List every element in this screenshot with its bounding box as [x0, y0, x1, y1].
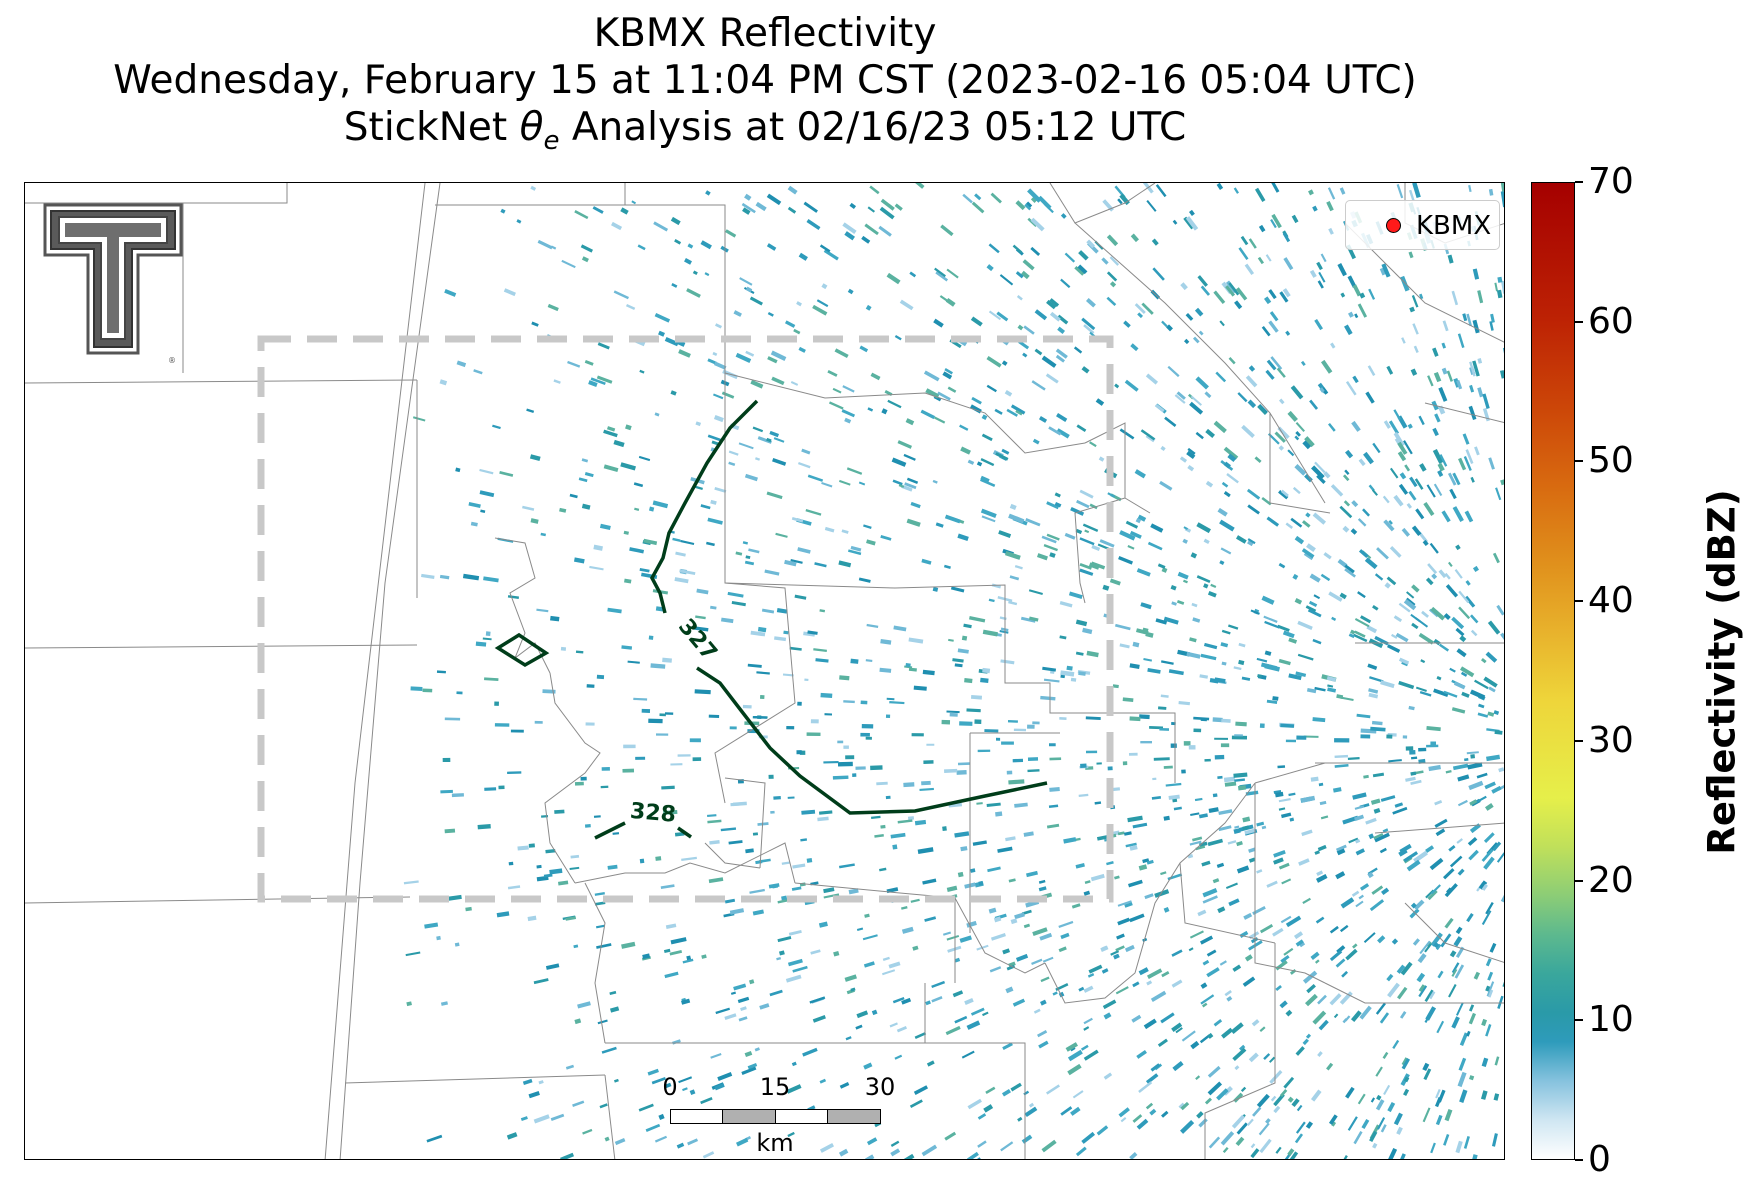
scalebar-tick-15: 15 — [759, 1073, 791, 1101]
colorbar-tick-mark — [1575, 739, 1583, 742]
colorbar-tick-label: 50 — [1588, 440, 1634, 482]
colorbar-tick-mark — [1575, 460, 1583, 463]
colorbar-tick-mark — [1575, 1159, 1583, 1161]
title-line-2: Wednesday, February 15 at 11:04 PM CST (… — [113, 58, 1417, 103]
scalebar-segment — [775, 1109, 828, 1124]
reflectivity-colorbar — [1531, 182, 1575, 1160]
theta-subscript: e — [543, 125, 560, 156]
colorbar-tick-label: 40 — [1588, 580, 1634, 622]
title-line-1: KBMX Reflectivity — [593, 11, 937, 56]
contour-label-328: 328 — [629, 799, 677, 828]
reflectivity-echo-layer — [403, 183, 1504, 1159]
scalebar-tick-0: 0 — [662, 1073, 678, 1101]
colorbar-tick-label: 20 — [1588, 859, 1634, 901]
colorbar-tick-label: 30 — [1588, 719, 1634, 761]
scalebar-segment — [722, 1109, 776, 1124]
theta-e-contours: 327 328 — [494, 399, 1048, 840]
colorbar-tick-mark — [1575, 181, 1583, 183]
colorbar-tick-label: 0 — [1588, 1139, 1611, 1180]
title-line-3: StickNet θe Analysis at 02/16/23 05:12 U… — [0, 104, 1530, 165]
colorbar-tick-label: 70 — [1588, 161, 1634, 202]
scalebar-tick-30: 30 — [864, 1073, 896, 1101]
colorbar-title: Reflectivity (dBZ) — [1700, 489, 1743, 855]
colorbar-tick-label: 10 — [1588, 999, 1634, 1041]
map-legend: KBMX — [1345, 200, 1500, 250]
scalebar-unit: km — [756, 1129, 794, 1157]
county-boundaries — [25, 183, 1504, 1159]
distance-scalebar: 0 15 30 km — [645, 1073, 905, 1157]
colorbar-tick-mark — [1575, 600, 1583, 603]
svg-text:®: ® — [168, 356, 176, 365]
colorbar-tick-mark — [1575, 1019, 1583, 1022]
legend-station-label: KBMX — [1416, 211, 1492, 241]
analysis-domain-box — [257, 335, 1114, 903]
map-canvas: 327 328 — [25, 183, 1504, 1159]
scalebar-segment — [827, 1109, 881, 1124]
contour-328-line-right — [677, 826, 692, 839]
colorbar-tick-label: 60 — [1588, 300, 1634, 342]
contour-label-327: 327 — [673, 614, 722, 665]
contour-328-diamond — [494, 632, 550, 668]
contour-327-line — [650, 399, 759, 614]
colorbar-tick-mark — [1575, 320, 1583, 323]
contour-327-line-lower — [696, 666, 1048, 815]
radar-map[interactable]: 327 328 ® KBMX 0 15 30 km — [24, 182, 1505, 1160]
colorbar-tick-mark — [1575, 879, 1583, 882]
title-line-3-suffix: Analysis at 02/16/23 05:12 UTC — [559, 105, 1187, 150]
theta-symbol: θ — [519, 105, 544, 150]
kbmx-radar-marker-icon — [1386, 218, 1401, 233]
contour-328-line — [594, 821, 626, 840]
title-line-3-prefix: StickNet — [343, 105, 520, 150]
scalebar-segment — [670, 1109, 723, 1124]
figure-title: KBMX Reflectivity Wednesday, February 15… — [0, 10, 1530, 165]
